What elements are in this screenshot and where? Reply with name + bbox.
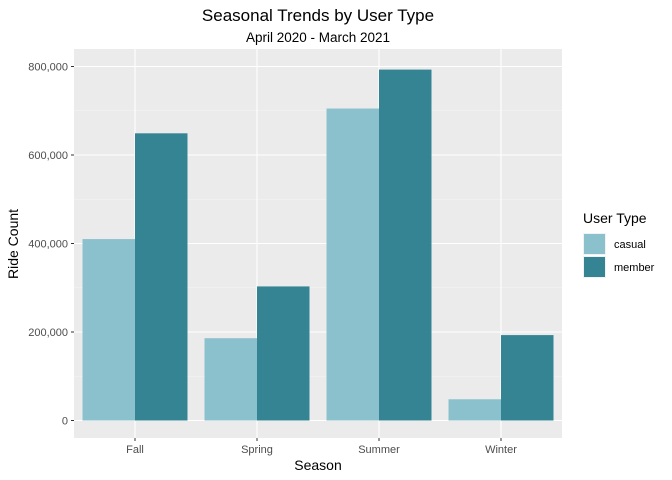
y-tick-label: 200,000 [28, 327, 68, 339]
y-tick-label: 0 [62, 416, 68, 428]
legend-label-casual: casual [614, 239, 646, 251]
bar-casual-summer [326, 108, 379, 421]
legend-title: User Type [583, 210, 647, 226]
x-axis: Fall Spring Summer Winter [126, 438, 517, 456]
chart-subtitle: April 2020 - March 2021 [246, 30, 390, 45]
bar-member-winter [501, 335, 554, 421]
x-tick-label: Winter [485, 444, 517, 456]
y-tick-label: 400,000 [28, 239, 68, 251]
y-axis-title: Ride Count [5, 209, 21, 279]
legend-swatch-casual [584, 234, 605, 254]
legend-swatch-member [584, 257, 605, 277]
chart-title: Seasonal Trends by User Type [202, 6, 434, 25]
legend-label-member: member [614, 262, 655, 274]
y-tick-label: 600,000 [28, 150, 68, 162]
y-tick-label: 800,000 [28, 62, 68, 74]
y-axis: 0 200,000 400,000 600,000 800,000 [28, 62, 74, 428]
x-axis-title: Season [294, 457, 341, 473]
bar-casual-fall [82, 239, 135, 421]
x-tick-label: Summer [358, 444, 400, 456]
bar-casual-spring [204, 338, 257, 421]
bar-member-fall [135, 133, 188, 421]
bars [82, 69, 554, 421]
x-tick-label: Fall [126, 444, 144, 456]
x-tick-label: Spring [241, 444, 273, 456]
bar-member-spring [257, 286, 310, 421]
legend: User Type casual member [583, 210, 655, 278]
bar-casual-winter [448, 399, 501, 421]
bar-member-summer [379, 69, 432, 421]
